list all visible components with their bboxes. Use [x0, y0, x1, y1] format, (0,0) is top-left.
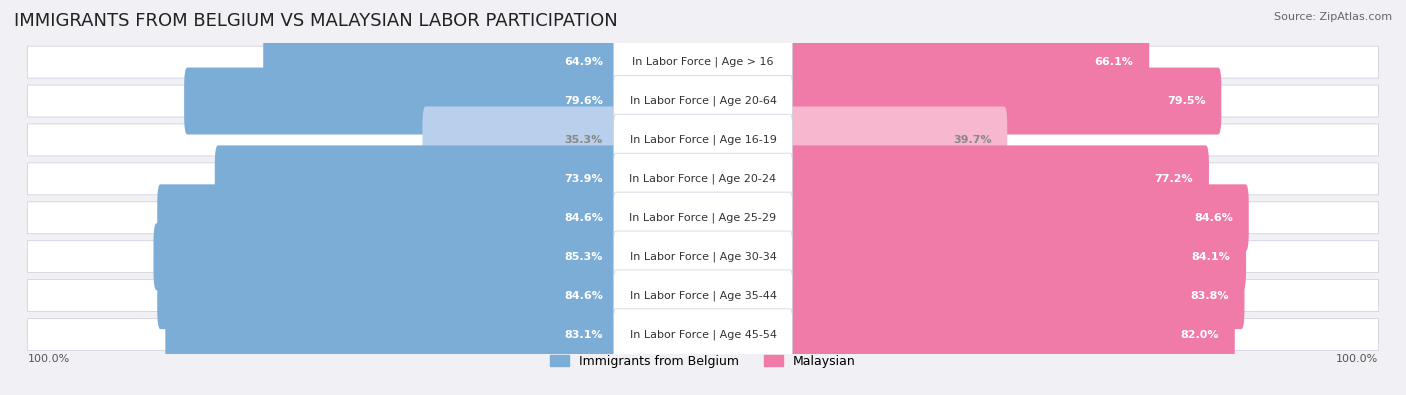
- FancyBboxPatch shape: [263, 29, 619, 96]
- Text: In Labor Force | Age 20-24: In Labor Force | Age 20-24: [630, 174, 776, 184]
- FancyBboxPatch shape: [613, 309, 793, 360]
- FancyBboxPatch shape: [613, 36, 793, 88]
- FancyBboxPatch shape: [28, 85, 1378, 117]
- Text: In Labor Force | Age 45-54: In Labor Force | Age 45-54: [630, 329, 776, 340]
- Text: 84.6%: 84.6%: [564, 291, 603, 301]
- Text: In Labor Force | Age 16-19: In Labor Force | Age 16-19: [630, 135, 776, 145]
- FancyBboxPatch shape: [613, 153, 793, 205]
- FancyBboxPatch shape: [28, 202, 1378, 234]
- FancyBboxPatch shape: [787, 262, 1244, 329]
- FancyBboxPatch shape: [787, 145, 1209, 213]
- FancyBboxPatch shape: [613, 75, 793, 127]
- Text: 82.0%: 82.0%: [1181, 329, 1219, 340]
- FancyBboxPatch shape: [166, 301, 619, 368]
- FancyBboxPatch shape: [787, 68, 1222, 135]
- Text: 83.8%: 83.8%: [1191, 291, 1229, 301]
- FancyBboxPatch shape: [28, 280, 1378, 312]
- FancyBboxPatch shape: [184, 68, 619, 135]
- FancyBboxPatch shape: [787, 184, 1249, 251]
- Text: 77.2%: 77.2%: [1154, 174, 1194, 184]
- FancyBboxPatch shape: [613, 231, 793, 282]
- FancyBboxPatch shape: [787, 301, 1234, 368]
- Text: In Labor Force | Age 25-29: In Labor Force | Age 25-29: [630, 213, 776, 223]
- FancyBboxPatch shape: [28, 46, 1378, 78]
- Text: 73.9%: 73.9%: [564, 174, 603, 184]
- FancyBboxPatch shape: [28, 241, 1378, 273]
- FancyBboxPatch shape: [28, 124, 1378, 156]
- Text: In Labor Force | Age 35-44: In Labor Force | Age 35-44: [630, 290, 776, 301]
- Text: 39.7%: 39.7%: [953, 135, 991, 145]
- Text: In Labor Force | Age > 16: In Labor Force | Age > 16: [633, 57, 773, 68]
- FancyBboxPatch shape: [157, 262, 619, 329]
- FancyBboxPatch shape: [787, 29, 1149, 96]
- Text: 100.0%: 100.0%: [1336, 354, 1378, 364]
- Text: 84.1%: 84.1%: [1192, 252, 1230, 262]
- FancyBboxPatch shape: [787, 223, 1246, 290]
- FancyBboxPatch shape: [422, 107, 619, 173]
- Text: 84.6%: 84.6%: [564, 213, 603, 223]
- Text: 64.9%: 64.9%: [564, 57, 603, 67]
- FancyBboxPatch shape: [787, 107, 1007, 173]
- Text: 83.1%: 83.1%: [564, 329, 603, 340]
- Text: 79.5%: 79.5%: [1167, 96, 1206, 106]
- Text: In Labor Force | Age 20-64: In Labor Force | Age 20-64: [630, 96, 776, 106]
- Text: In Labor Force | Age 30-34: In Labor Force | Age 30-34: [630, 252, 776, 262]
- Legend: Immigrants from Belgium, Malaysian: Immigrants from Belgium, Malaysian: [546, 350, 860, 372]
- FancyBboxPatch shape: [613, 270, 793, 321]
- Text: 79.6%: 79.6%: [564, 96, 603, 106]
- FancyBboxPatch shape: [28, 163, 1378, 195]
- Text: 66.1%: 66.1%: [1095, 57, 1133, 67]
- Text: Source: ZipAtlas.com: Source: ZipAtlas.com: [1274, 12, 1392, 22]
- Text: 100.0%: 100.0%: [28, 354, 70, 364]
- Text: 84.6%: 84.6%: [1194, 213, 1233, 223]
- FancyBboxPatch shape: [28, 319, 1378, 350]
- FancyBboxPatch shape: [215, 145, 619, 213]
- FancyBboxPatch shape: [613, 114, 793, 166]
- Text: IMMIGRANTS FROM BELGIUM VS MALAYSIAN LABOR PARTICIPATION: IMMIGRANTS FROM BELGIUM VS MALAYSIAN LAB…: [14, 12, 617, 30]
- FancyBboxPatch shape: [613, 192, 793, 243]
- Text: 35.3%: 35.3%: [565, 135, 603, 145]
- FancyBboxPatch shape: [153, 223, 619, 290]
- Text: 85.3%: 85.3%: [565, 252, 603, 262]
- FancyBboxPatch shape: [157, 184, 619, 251]
